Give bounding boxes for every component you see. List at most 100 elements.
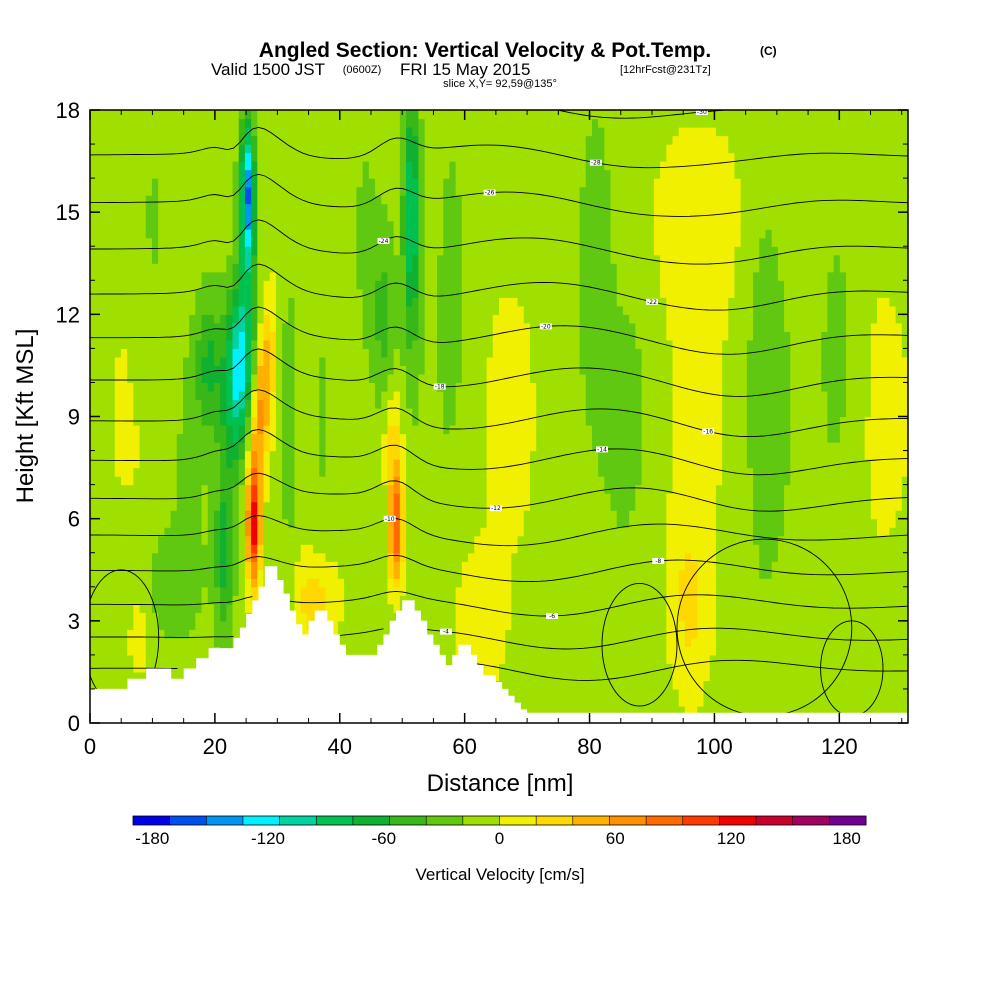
velocity-cell — [300, 586, 308, 613]
velocity-cell — [870, 322, 878, 520]
velocity-cell — [455, 195, 463, 384]
velocity-cell — [114, 356, 122, 477]
velocity-cell — [387, 578, 395, 605]
theta-contour-label: -26 — [485, 190, 495, 197]
velocity-cell — [808, 110, 816, 723]
velocity-cell — [244, 186, 252, 205]
theta-contour-line — [90, 627, 908, 650]
velocity-cell — [554, 110, 562, 723]
velocity-cell — [468, 110, 475, 554]
velocity-cell — [418, 118, 426, 375]
velocity-cell — [635, 484, 643, 723]
velocity-cell — [387, 110, 395, 222]
velocity-cell — [251, 484, 258, 503]
velocity-cell — [220, 356, 227, 426]
theta-contour-line — [90, 263, 908, 311]
velocity-cell — [114, 476, 122, 723]
velocity-cell — [616, 110, 624, 307]
velocity-cell — [387, 220, 395, 375]
velocity-cell — [579, 373, 587, 723]
velocity-cell — [232, 161, 240, 264]
theta-contour-line — [90, 306, 908, 355]
velocity-cell — [244, 535, 252, 562]
velocity-cell — [678, 110, 686, 128]
velocity-cell — [139, 110, 147, 613]
velocity-cell — [499, 110, 506, 298]
velocity-cell — [251, 561, 258, 579]
velocity-cell — [251, 110, 258, 137]
velocity-cell — [375, 110, 382, 196]
velocity-cell — [244, 382, 252, 401]
velocity-cell — [244, 433, 252, 452]
velocity-cell — [381, 433, 389, 486]
velocity-cell — [684, 552, 692, 647]
velocity-cell — [591, 450, 599, 723]
velocity-cell — [660, 161, 667, 298]
velocity-cell — [164, 527, 172, 639]
velocity-cell — [207, 339, 215, 392]
velocity-cell — [133, 467, 141, 605]
velocity-cell — [393, 348, 401, 392]
velocity-cell — [356, 110, 364, 188]
velocity-cell — [647, 110, 655, 723]
velocity-cell — [294, 561, 302, 647]
velocity-cell — [449, 161, 457, 426]
velocity-cell — [263, 339, 271, 426]
velocity-cell — [263, 280, 271, 315]
velocity-cell — [195, 110, 203, 290]
velocity-cell — [213, 442, 221, 511]
theta-contour-label: -18 — [435, 384, 445, 391]
velocity-cell — [381, 390, 389, 435]
velocity-cell — [629, 322, 636, 511]
velocity-cell — [740, 110, 748, 723]
theta-contour-label: -24 — [379, 238, 389, 245]
velocity-cell — [877, 297, 884, 537]
velocity-cell — [406, 127, 413, 162]
velocity-cell — [120, 110, 128, 349]
colorbar-tick-label: 120 — [717, 829, 745, 848]
velocity-cell — [393, 493, 401, 554]
velocity-cell — [567, 110, 574, 723]
velocity-cell — [641, 110, 649, 723]
colorbar-tick-label: 180 — [833, 829, 861, 848]
colorbar-swatch — [279, 816, 317, 825]
velocity-cell — [406, 348, 413, 409]
x-tick-label: 60 — [452, 734, 476, 759]
velocity-cell — [777, 280, 785, 537]
velocity-cell — [523, 110, 531, 324]
theta-contour-line — [555, 110, 732, 119]
velocity-cell — [709, 127, 717, 656]
x-tick-label: 0 — [84, 734, 96, 759]
velocity-cell — [883, 297, 891, 537]
velocity-cell — [393, 459, 401, 477]
velocity-cell — [226, 110, 234, 256]
velocity-cell — [889, 110, 897, 307]
velocity-cell — [579, 186, 587, 375]
vertical-velocity-field — [90, 110, 908, 723]
velocity-cell — [684, 646, 692, 716]
velocity-cell — [418, 373, 426, 723]
velocity-cell — [213, 510, 221, 588]
velocity-cell — [833, 442, 841, 723]
theta-contour-label: -20 — [541, 323, 551, 330]
velocity-cell — [207, 425, 215, 605]
theta-contour-line — [90, 126, 908, 169]
colorbar-tick-label: -120 — [251, 829, 285, 848]
velocity-cell — [244, 169, 252, 188]
velocity-cell — [529, 110, 537, 384]
velocity-cell — [598, 476, 605, 723]
velocity-cell — [753, 271, 760, 545]
velocity-cell — [430, 110, 438, 723]
velocity-cell — [722, 135, 729, 341]
velocity-cell — [151, 552, 159, 613]
velocity-cell — [337, 578, 345, 622]
velocity-cell — [244, 246, 252, 273]
velocity-cell — [362, 161, 370, 349]
velocity-cell — [697, 127, 705, 707]
velocity-cell — [145, 110, 153, 196]
velocity-cell — [189, 314, 196, 630]
velocity-cell — [399, 433, 407, 486]
velocity-cell — [232, 416, 240, 443]
velocity-cell — [393, 578, 401, 588]
theta-contour-line — [90, 348, 908, 397]
